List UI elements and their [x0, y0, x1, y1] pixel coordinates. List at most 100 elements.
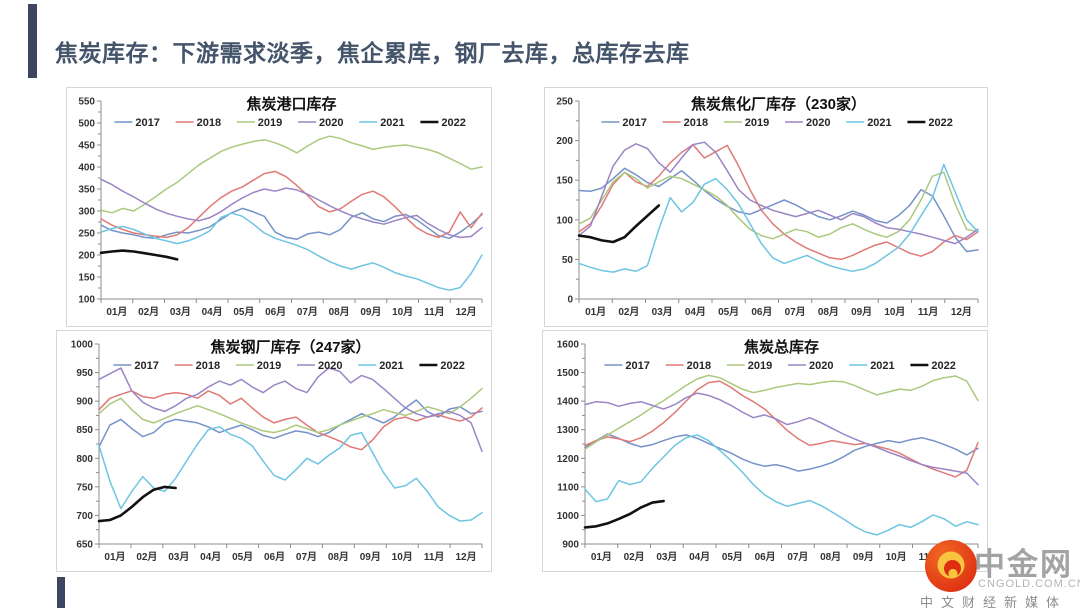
- svg-text:1400: 1400: [557, 397, 580, 408]
- svg-text:06月: 06月: [751, 306, 772, 318]
- svg-text:1200: 1200: [557, 454, 580, 465]
- svg-text:10月: 10月: [392, 306, 413, 318]
- svg-text:200: 200: [78, 251, 95, 262]
- series-2020: [100, 178, 483, 239]
- svg-text:0: 0: [567, 295, 573, 306]
- legend-label-2022: 2022: [931, 360, 955, 372]
- legend-label-2018: 2018: [196, 360, 220, 372]
- svg-text:1100: 1100: [557, 482, 579, 493]
- series-2020: [98, 367, 483, 453]
- svg-text:06月: 06月: [755, 551, 776, 563]
- chart-panel-steel-mill-inventory: 650 700 750 800 850 900 950 1000 01月 02月 03月 04月 05月…: [56, 330, 492, 572]
- svg-text:09月: 09月: [360, 551, 381, 563]
- svg-text:12月: 12月: [951, 306, 972, 318]
- series-2017: [100, 207, 483, 240]
- svg-text:05月: 05月: [233, 306, 254, 318]
- series-2019: [100, 135, 483, 214]
- svg-text:1500: 1500: [557, 368, 580, 379]
- svg-text:07月: 07月: [785, 306, 806, 318]
- svg-text:04月: 04月: [202, 306, 223, 318]
- axes: [575, 100, 979, 303]
- svg-text:850: 850: [76, 425, 93, 436]
- legend: 2017 2018 2019 2020 2021 2022: [114, 117, 466, 129]
- svg-text:150: 150: [556, 176, 573, 187]
- series-2017: [98, 399, 483, 448]
- svg-text:500: 500: [78, 119, 95, 130]
- watermark-tagline: 中文财经新媒体: [920, 595, 1068, 608]
- axis-labels: 900 1000 1100 1200 1300 1400 1500 1600 01月 02月 03月…: [557, 340, 972, 564]
- svg-text:900: 900: [562, 540, 579, 551]
- svg-text:1000: 1000: [71, 340, 94, 351]
- legend-label-2020: 2020: [806, 117, 830, 129]
- svg-text:08月: 08月: [328, 551, 349, 563]
- svg-text:900: 900: [76, 397, 93, 408]
- series-2022: [583, 499, 665, 529]
- svg-text:04月: 04月: [685, 306, 706, 318]
- svg-text:05月: 05月: [722, 551, 743, 563]
- cngold-logo-icon: [925, 540, 977, 592]
- svg-text:04月: 04月: [200, 551, 221, 563]
- legend-label-2020: 2020: [809, 360, 833, 372]
- svg-text:12月: 12月: [455, 551, 476, 563]
- svg-text:450: 450: [78, 141, 95, 152]
- legend-label-2019: 2019: [257, 360, 281, 372]
- svg-text:08月: 08月: [820, 551, 841, 563]
- svg-text:950: 950: [76, 368, 93, 379]
- svg-text:04月: 04月: [689, 551, 710, 563]
- watermark-domain: CNGOLD.COM.CN: [978, 578, 1080, 590]
- svg-text:08月: 08月: [329, 306, 350, 318]
- series-2021: [578, 163, 979, 273]
- series-2019: [584, 374, 979, 450]
- series-2018: [584, 380, 979, 478]
- legend-label-2018: 2018: [197, 117, 221, 129]
- axis-labels: 650 700 750 800 850 900 950 1000 01月 02月 03月 04月 05月…: [71, 340, 477, 564]
- axes: [97, 100, 483, 303]
- chart-title: 焦炭港口库存: [245, 95, 336, 113]
- svg-text:800: 800: [76, 454, 93, 465]
- steel-mill-inventory-chart: 650 700 750 800 850 900 950 1000 01月 02月 03月 04月 05月…: [71, 338, 483, 564]
- svg-text:11月: 11月: [918, 306, 939, 318]
- svg-text:10月: 10月: [392, 551, 413, 563]
- series-2022: [99, 249, 179, 261]
- legend-label-2019: 2019: [748, 360, 772, 372]
- series-2021: [100, 212, 483, 291]
- legend-label-2018: 2018: [687, 360, 711, 372]
- svg-text:1600: 1600: [557, 340, 580, 351]
- legend-label-2019: 2019: [745, 117, 769, 129]
- coking-plant-inventory-chart: 0 50 100 150 200 250 01月 02月 03月 04月 05月 06月 07月 08月 0…: [556, 95, 979, 318]
- accent-bar-top: [28, 4, 37, 78]
- svg-text:03月: 03月: [168, 551, 189, 563]
- svg-text:750: 750: [76, 482, 93, 493]
- svg-text:300: 300: [78, 207, 95, 218]
- svg-text:05月: 05月: [232, 551, 253, 563]
- legend-label-2019: 2019: [258, 117, 282, 129]
- legend-label-2020: 2020: [318, 360, 342, 372]
- svg-text:09月: 09月: [851, 306, 872, 318]
- svg-text:150: 150: [78, 273, 95, 284]
- legend-label-2017: 2017: [134, 360, 158, 372]
- legend: 2017 2018 2019 2020 2021 2022: [113, 360, 465, 372]
- svg-text:01月: 01月: [104, 551, 125, 563]
- svg-text:03月: 03月: [652, 306, 673, 318]
- series-lines: [97, 367, 483, 523]
- legend-label-2021: 2021: [867, 117, 891, 129]
- series-2019: [578, 171, 979, 240]
- chart-panel-total-inventory: 900 1000 1100 1200 1300 1400 1500 1600 01月 02月 03月…: [542, 330, 988, 572]
- svg-text:12月: 12月: [456, 306, 477, 318]
- axes: [581, 343, 979, 548]
- total-inventory-chart: 900 1000 1100 1200 1300 1400 1500 1600 01月 02月 03月…: [557, 338, 979, 564]
- series-2021: [584, 434, 979, 536]
- legend-label-2021: 2021: [380, 117, 404, 129]
- svg-text:100: 100: [556, 215, 573, 226]
- legend: 2017 2018 2019 2020 2021 2022: [601, 117, 953, 129]
- legend: 2017 2018 2019 2020 2021 2022: [604, 360, 956, 372]
- svg-text:03月: 03月: [170, 306, 191, 318]
- svg-text:400: 400: [78, 163, 95, 174]
- svg-text:11月: 11月: [424, 306, 445, 318]
- svg-text:01月: 01月: [106, 306, 127, 318]
- chart-title: 焦炭钢厂库存（247家）: [209, 338, 370, 356]
- svg-text:01月: 01月: [591, 551, 612, 563]
- accent-bar-bottom: [57, 577, 65, 608]
- series-2019: [98, 387, 483, 434]
